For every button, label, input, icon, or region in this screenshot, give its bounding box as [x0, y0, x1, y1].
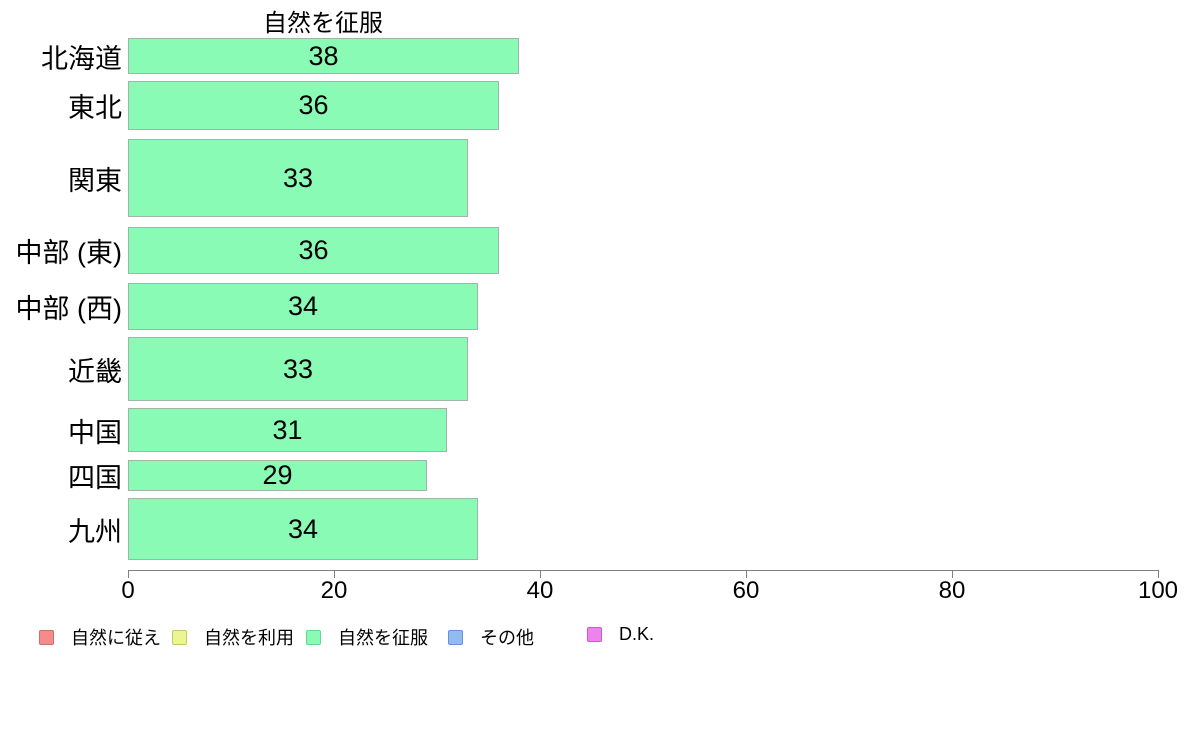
bar-value-label: 34: [287, 291, 319, 321]
bar-value-label: 38: [308, 40, 339, 71]
legend-key-swatch: [172, 629, 187, 645]
category-label: 関東: [68, 165, 122, 196]
x-axis-line: [128, 570, 1159, 571]
legend-item: その他: [448, 624, 534, 650]
x-tick-label: 100: [1137, 577, 1179, 604]
category-label: 東北: [68, 93, 122, 123]
category-label: 北海道: [41, 43, 122, 74]
legend-item-label: 自然に従え: [71, 628, 161, 648]
legend-item: 自然に従え: [39, 624, 161, 650]
x-tick: [1158, 570, 1159, 578]
x-tick-label: 0: [121, 577, 135, 604]
x-tick-label: 60: [732, 577, 760, 604]
legend-item: 自然を征服: [306, 624, 428, 650]
bar-value-label: 31: [272, 414, 303, 445]
legend-item-label: 自然を利用: [204, 628, 294, 648]
x-tick-label: 40: [526, 577, 554, 604]
chart-title: 自然を征服: [263, 10, 383, 37]
bar-value-label: 33: [282, 353, 314, 384]
bar: 34: [128, 283, 478, 330]
bar: 31: [128, 408, 447, 452]
x-tick: [952, 570, 953, 578]
legend-item: 自然を利用: [172, 624, 294, 650]
bar-value-label: 34: [287, 513, 319, 544]
legend-item-label: その他: [480, 628, 534, 648]
category-label: 中部 (西): [15, 294, 122, 324]
category-label: 九州: [68, 516, 122, 547]
bar: 38: [128, 38, 519, 74]
legend-item-label: D.K.: [619, 624, 655, 644]
bar-value-label: 33: [282, 162, 314, 193]
x-tick: [128, 570, 129, 578]
bar: 34: [128, 498, 478, 560]
bar: 36: [128, 227, 499, 274]
bar-value-label: 36: [298, 90, 329, 120]
category-label: 近畿: [68, 356, 122, 387]
legend-key-swatch: [306, 629, 321, 645]
legend-item-label: 自然を征服: [338, 628, 428, 648]
bar: 33: [128, 139, 468, 217]
bar: 29: [128, 460, 427, 491]
bar: 36: [128, 81, 499, 130]
bar-value-label: 36: [298, 235, 329, 265]
category-label: 中国: [68, 417, 122, 448]
category-label: 四国: [68, 463, 122, 493]
x-tick: [334, 570, 335, 578]
x-tick-label: 20: [320, 577, 348, 604]
bar: 33: [128, 337, 468, 401]
legend-key-swatch: [39, 629, 54, 645]
category-label: 中部 (東): [15, 238, 122, 268]
x-tick-label: 80: [938, 577, 966, 604]
legend-item: D.K.: [587, 624, 654, 645]
x-tick: [746, 570, 747, 578]
x-tick: [540, 570, 541, 578]
legend-key-swatch: [448, 629, 463, 645]
legend-key-swatch: [587, 627, 602, 642]
bar-value-label: 29: [262, 460, 293, 490]
